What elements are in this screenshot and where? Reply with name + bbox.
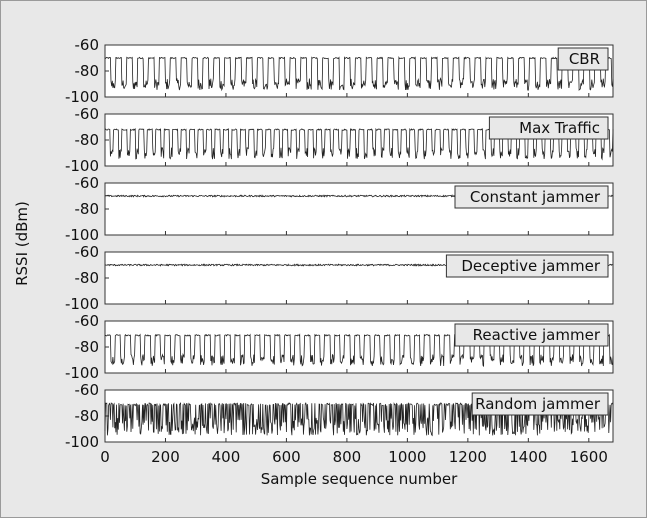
y-tick-label: -80: [75, 407, 100, 425]
y-tick-label: -80: [75, 62, 100, 80]
x-tick-label: 400: [212, 448, 241, 466]
legend-box: [454, 185, 609, 209]
x-axis-title: Sample sequence number: [261, 470, 458, 488]
y-tick-label: -100: [65, 226, 99, 244]
legend-label: Random jammer: [475, 395, 601, 413]
y-tick-label: -60: [75, 105, 100, 123]
legend-label: CBR: [569, 50, 600, 68]
legend-label: Reactive jammer: [473, 326, 601, 344]
y-tick-label: -60: [75, 174, 100, 192]
panel-reactive-jammer: -60 -80 -100 Reactive jammer: [65, 312, 614, 382]
y-tick-label: -100: [65, 295, 99, 313]
y-tick-label: -60: [75, 36, 100, 54]
legend-box: [488, 116, 609, 140]
panel-deceptive-jammer: -60 -80 -100 Deceptive jammer: [65, 243, 614, 313]
x-tick-label: 1400: [509, 448, 547, 466]
legend-box: [557, 47, 609, 71]
legend-label: Deceptive jammer: [461, 257, 601, 275]
y-tick-label: -100: [65, 433, 99, 451]
legend-box: [471, 392, 609, 416]
y-tick-label: -80: [75, 200, 100, 218]
y-tick-label: -100: [65, 364, 99, 382]
legend-box: [445, 254, 609, 278]
x-tick-label: 600: [272, 448, 301, 466]
legend-label: Max Traffic: [519, 119, 600, 137]
x-tick-label: 1000: [388, 448, 426, 466]
y-tick-label: -100: [65, 88, 99, 106]
x-tick-label: 200: [151, 448, 180, 466]
legend-label: Constant jammer: [470, 188, 601, 206]
legend-box: [454, 323, 609, 347]
y-tick-label: -60: [75, 243, 100, 261]
x-tick-label: 1200: [449, 448, 487, 466]
panel-max-traffic: -60 -80 -100 Max Traffic: [65, 105, 614, 175]
y-tick-label: -100: [65, 157, 99, 175]
y-tick-label: -80: [75, 338, 100, 356]
panel-constant-jammer: -60 -80 -100 Constant jammer: [65, 174, 614, 244]
y-tick-label: -80: [75, 131, 100, 149]
y-tick-label: -80: [75, 269, 100, 287]
x-tick-label: 1600: [570, 448, 608, 466]
x-tick-label: 0: [100, 448, 110, 466]
x-tick-label: 800: [333, 448, 362, 466]
y-tick-label: -60: [75, 381, 100, 399]
y-axis-title: RSSI (dBm): [13, 201, 31, 286]
panel-random-jammer: -60 -80 -100 Random jammer: [65, 381, 614, 451]
y-tick-label: -60: [75, 312, 100, 330]
series-line: [104, 55, 614, 92]
panel-cbr: -60 -80 -100 CBR: [65, 36, 614, 106]
